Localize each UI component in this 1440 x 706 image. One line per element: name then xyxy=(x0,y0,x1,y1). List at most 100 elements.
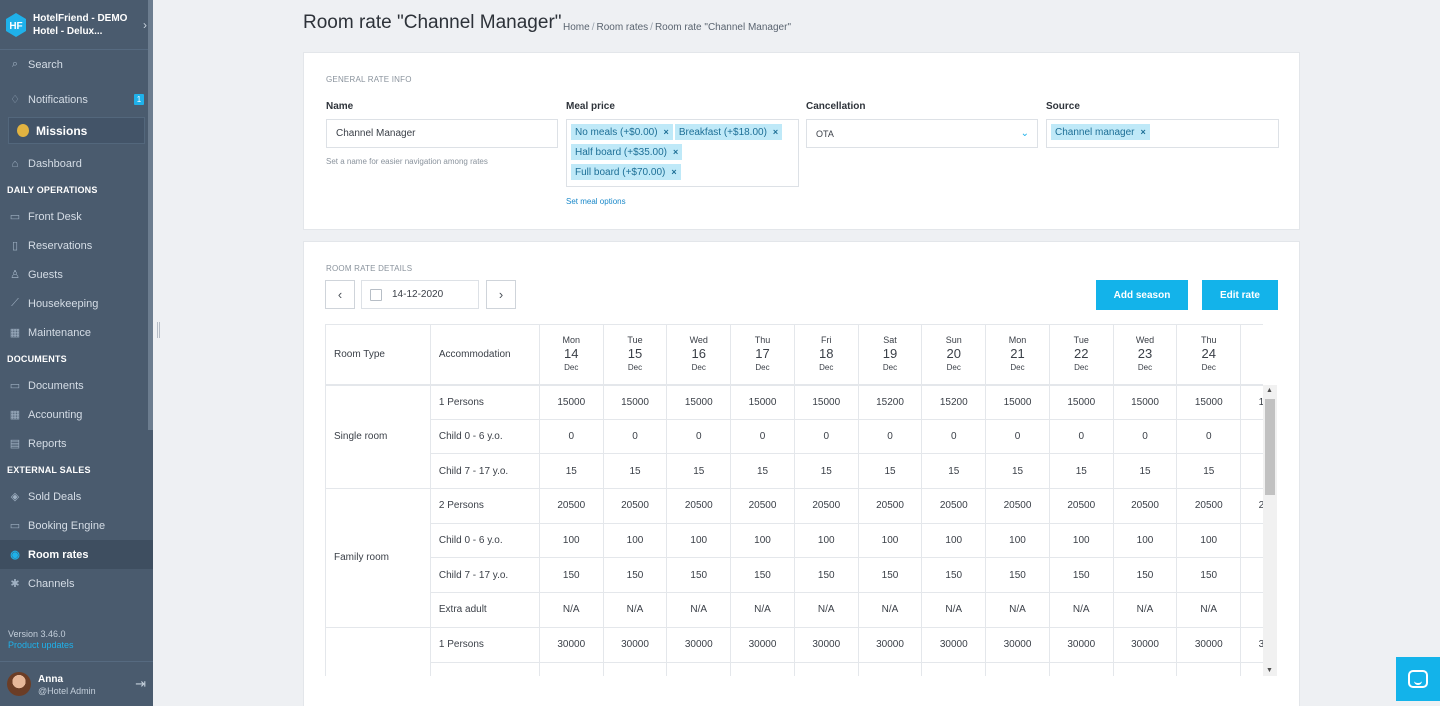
rate-cell[interactable]: 0 xyxy=(921,418,987,455)
rate-cell[interactable]: 20500 xyxy=(1240,488,1263,524)
rate-cell[interactable]: 20500 xyxy=(666,488,732,524)
rate-cell[interactable]: 15000 xyxy=(1176,384,1242,420)
rate-cell[interactable]: N/A xyxy=(730,592,795,628)
rate-cell[interactable]: 150 xyxy=(793,557,859,594)
rate-cell[interactable]: 30000 xyxy=(666,626,732,663)
rate-cell[interactable] xyxy=(538,661,604,676)
rate-cell[interactable] xyxy=(793,661,859,676)
rate-cell[interactable]: N/A xyxy=(1176,592,1242,628)
rate-cell[interactable]: 100 xyxy=(1048,522,1114,559)
remove-tag-icon[interactable]: × xyxy=(671,167,677,177)
rate-cell[interactable] xyxy=(1176,661,1242,676)
rate-cell[interactable]: 30000 xyxy=(602,626,668,663)
rate-cell[interactable]: 0 xyxy=(793,418,859,455)
rate-cell[interactable]: N/A xyxy=(793,592,859,628)
remove-tag-icon[interactable]: × xyxy=(772,127,779,137)
rate-cell[interactable]: 100 xyxy=(538,522,604,559)
rate-cell[interactable]: 100 xyxy=(921,522,987,559)
rate-cell[interactable]: 0 xyxy=(538,418,604,455)
remove-tag-icon[interactable]: × xyxy=(663,127,669,137)
rate-cell[interactable]: N/A xyxy=(602,592,668,628)
rate-cell[interactable]: 20500 xyxy=(1176,488,1242,524)
rate-cell[interactable]: 15000 xyxy=(793,384,859,420)
rate-cell[interactable]: 150 xyxy=(602,557,668,594)
rate-cell[interactable]: 15000 xyxy=(1112,384,1178,420)
rate-cell[interactable]: 20500 xyxy=(730,488,795,524)
rate-cell[interactable]: 150 xyxy=(985,557,1050,594)
rate-cell[interactable]: 15 xyxy=(666,453,732,490)
rate-cell[interactable]: 0 xyxy=(730,418,795,455)
rate-cell[interactable] xyxy=(1048,661,1114,676)
rate-cell[interactable]: 0 xyxy=(1176,418,1242,455)
sidebar-scrollbar[interactable] xyxy=(148,0,153,430)
rate-cell[interactable]: 100 xyxy=(1240,522,1263,559)
sidebar-item-maintenance[interactable]: ▦ Maintenance xyxy=(0,318,153,347)
rate-cell[interactable]: N/A xyxy=(921,592,987,628)
rate-cell[interactable]: 15000 xyxy=(985,384,1050,420)
rate-cell[interactable]: 150 xyxy=(1240,557,1263,594)
sidebar-item-search[interactable]: ⌕ Search xyxy=(0,50,153,79)
rate-cell[interactable]: 0 xyxy=(666,418,732,455)
rate-cell[interactable]: 100 xyxy=(666,522,732,559)
rate-cell[interactable]: 15 xyxy=(1176,453,1242,490)
rate-cell[interactable]: 30000 xyxy=(730,626,795,663)
rate-cell[interactable]: 150 xyxy=(730,557,795,594)
remove-tag-icon[interactable]: × xyxy=(673,147,679,157)
rate-cell[interactable]: 150 xyxy=(1112,557,1178,594)
rate-cell[interactable]: 100 xyxy=(793,522,859,559)
rate-cell[interactable]: 15 xyxy=(602,453,668,490)
rate-cell[interactable]: N/A xyxy=(666,592,732,628)
sidebar-item-sold-deals[interactable]: ◈ Sold Deals xyxy=(0,482,153,511)
meal-price-multiselect[interactable]: No meals (+$0.00) × Breakfast (+$18.00) × … xyxy=(566,119,799,187)
rate-cell[interactable]: 20500 xyxy=(921,488,987,524)
rate-cell[interactable]: 100 xyxy=(730,522,795,559)
rate-cell[interactable]: 100 xyxy=(1176,522,1242,559)
rate-cell[interactable]: 150 xyxy=(666,557,732,594)
sidebar-item-reservations[interactable]: ▯ Reservations xyxy=(0,231,153,260)
edit-rate-button[interactable]: Edit rate xyxy=(1202,280,1278,310)
logout-icon[interactable]: ⇥ xyxy=(135,676,146,691)
product-updates-link[interactable]: Product updates xyxy=(8,640,74,650)
rate-cell[interactable] xyxy=(730,661,795,676)
rate-cell[interactable]: 0 xyxy=(1048,418,1114,455)
rate-cell[interactable]: N/A xyxy=(857,592,923,628)
rate-cell[interactable]: 20500 xyxy=(1048,488,1114,524)
rate-cell[interactable]: 20500 xyxy=(985,488,1050,524)
rate-cell[interactable]: 0 xyxy=(602,418,668,455)
hotel-switcher[interactable]: HF HotelFriend - DEMO Hotel - Delux... › xyxy=(0,0,153,50)
rate-cell[interactable]: N/A xyxy=(1240,592,1263,628)
rate-cell[interactable]: 15 xyxy=(793,453,859,490)
rate-cell[interactable]: 15000 xyxy=(730,384,795,420)
scrollbar-thumb[interactable] xyxy=(1265,399,1275,495)
add-season-button[interactable]: Add season xyxy=(1096,280,1188,310)
rate-cell[interactable]: 150 xyxy=(1048,557,1114,594)
rate-cell[interactable]: 15 xyxy=(921,453,987,490)
sidebar-item-front-desk[interactable]: ▭ Front Desk xyxy=(0,202,153,231)
rate-cell[interactable]: 150 xyxy=(538,557,604,594)
rate-cell[interactable] xyxy=(1112,661,1178,676)
rate-cell[interactable]: 100 xyxy=(1112,522,1178,559)
rate-cell[interactable]: 150 xyxy=(921,557,987,594)
rate-cell[interactable]: 15000 xyxy=(602,384,668,420)
rate-cell[interactable]: 150 xyxy=(857,557,923,594)
sidebar-item-booking-engine[interactable]: ▭ Booking Engine xyxy=(0,511,153,540)
missions-button[interactable]: Missions xyxy=(8,117,145,144)
rate-cell[interactable]: 15200 xyxy=(921,384,987,420)
rate-cell[interactable]: 15 xyxy=(1112,453,1178,490)
rates-table-viewport[interactable]: Room Type Accommodation Mon 14 Dec Tue 15 Dec We… xyxy=(325,324,1263,676)
rate-cell[interactable]: 15000 xyxy=(1240,384,1263,420)
sidebar-item-notifications[interactable]: ♢ Notifications 1 xyxy=(0,85,153,114)
rate-cell[interactable] xyxy=(602,661,668,676)
breadcrumb-room-rates[interactable]: Room rates xyxy=(596,22,649,33)
rate-cell[interactable]: 30000 xyxy=(1048,626,1114,663)
rate-cell[interactable]: 100 xyxy=(602,522,668,559)
date-picker[interactable]: 14-12-2020 xyxy=(361,280,479,309)
rate-cell[interactable]: 15 xyxy=(1048,453,1114,490)
rate-cell[interactable]: 0 xyxy=(857,418,923,455)
rate-cell[interactable]: 30000 xyxy=(921,626,987,663)
sidebar-item-reports[interactable]: ▤ Reports xyxy=(0,429,153,458)
sidebar-item-dashboard[interactable]: ⌂ Dashboard xyxy=(0,149,153,178)
sidebar-item-guests[interactable]: ♙ Guests xyxy=(0,260,153,289)
rate-cell[interactable]: 20500 xyxy=(793,488,859,524)
rate-cell[interactable]: 30000 xyxy=(793,626,859,663)
